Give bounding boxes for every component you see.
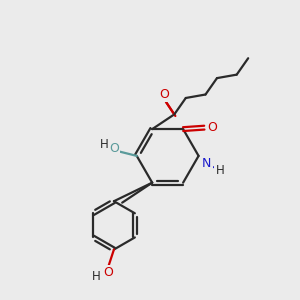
Text: O: O (103, 266, 113, 279)
Text: H: H (100, 138, 109, 151)
Text: O: O (159, 88, 169, 101)
Text: H: H (215, 164, 224, 176)
Text: N: N (202, 157, 212, 170)
Text: O: O (208, 121, 218, 134)
Text: O: O (109, 142, 119, 155)
Text: H: H (92, 270, 100, 284)
